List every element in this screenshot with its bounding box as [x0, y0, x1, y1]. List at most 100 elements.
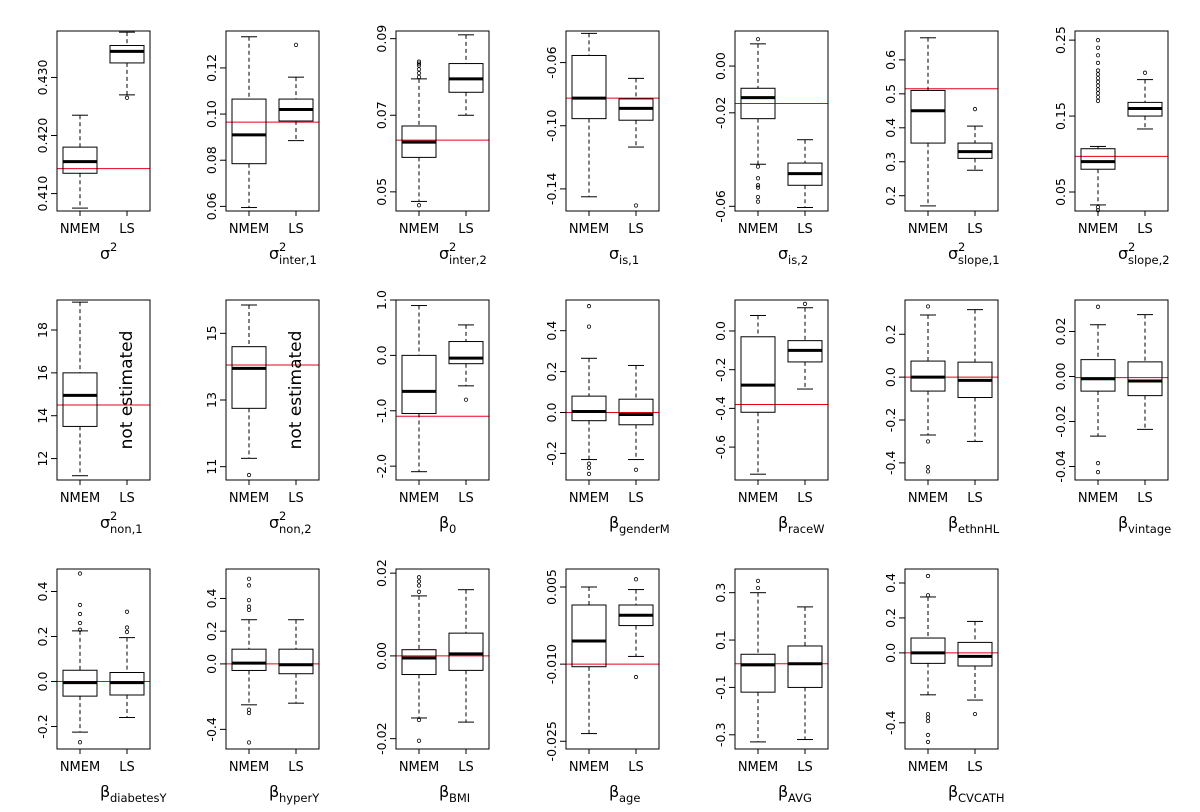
- box-iqr: [571, 604, 607, 668]
- panel-title: βvintage: [1118, 513, 1171, 536]
- box-nmem: [1080, 38, 1116, 213]
- x-tick-label: NMEM: [1078, 491, 1118, 506]
- outlier-point: [586, 304, 592, 309]
- outlier-point: [586, 461, 592, 466]
- x-tick-label: NMEM: [399, 760, 439, 775]
- outlier-point: [925, 739, 931, 745]
- panel-title: βCVCATH: [948, 782, 1005, 805]
- x-tick-label: NMEM: [738, 222, 778, 237]
- panel-title: σ2 non,2: [269, 509, 312, 536]
- x-tick-label: NMEM: [60, 222, 100, 237]
- x-tick-label: LS: [288, 760, 304, 775]
- panel-title: σ2 inter,1: [269, 240, 317, 267]
- outlier-point: [1095, 98, 1101, 103]
- y-tick-label: -0.02: [374, 722, 389, 754]
- outlier-point: [1095, 38, 1101, 43]
- panel-3: 0.05 0.07 0.09 NMEM LS σ2 inter,2: [374, 25, 490, 267]
- outlier-point: [246, 604, 252, 609]
- y-tick-label: 0.2: [544, 362, 559, 382]
- plot-frame: [565, 299, 660, 481]
- y-tick-label: -0.02: [1053, 405, 1068, 437]
- box-iqr: [910, 637, 946, 664]
- y-tick-label: -0.4: [204, 717, 219, 741]
- outlier-point: [246, 710, 252, 716]
- outlier-point: [1095, 79, 1101, 84]
- box-iqr: [618, 398, 654, 426]
- outlier-point: [77, 602, 83, 608]
- box-nmem: [231, 36, 267, 209]
- plot-frame: [904, 30, 999, 212]
- y-tick-label: 0.4: [544, 321, 559, 341]
- outlier-point: [925, 469, 931, 474]
- y-tick-label: -0.10: [544, 110, 559, 142]
- panel-title: βAVG: [778, 782, 812, 805]
- y-tick-label: 0.005: [544, 569, 559, 605]
- outlier-point: [124, 95, 130, 100]
- y-tick-label: 0.15: [1053, 102, 1068, 130]
- box-ls: [787, 606, 823, 741]
- outlier-point: [755, 585, 761, 591]
- y-tick-label: 13: [204, 392, 219, 408]
- outlier-point: [586, 324, 592, 329]
- box-iqr: [571, 395, 607, 422]
- outlier-point: [755, 578, 761, 583]
- panel-20: -0.4 0.0 0.2 0.4 NMEM LS βCVCATH: [883, 568, 1005, 805]
- panel-2: 0.06 0.08 0.10 0.12 NMEM LS σ2 inter,1: [204, 30, 320, 267]
- x-tick-label: LS: [119, 222, 135, 237]
- outlier-point: [416, 717, 422, 723]
- outlier-point: [1095, 205, 1101, 210]
- y-tick-label: 0.1: [713, 630, 728, 650]
- outlier-point: [972, 107, 978, 112]
- box-iqr: [740, 336, 776, 413]
- outlier-point: [755, 194, 761, 200]
- panel-title: σ2 slope,2: [1118, 240, 1170, 267]
- y-tick-label: 0.4: [204, 588, 219, 608]
- outlier-point: [1095, 75, 1101, 81]
- y-tick-label: 0.4: [35, 582, 50, 602]
- box-iqr: [1080, 359, 1116, 392]
- box-nmem: [571, 586, 607, 735]
- x-tick-label: LS: [1137, 222, 1153, 237]
- y-tick-label: -0.4: [883, 451, 898, 475]
- y-tick-label: -2.0: [374, 454, 389, 478]
- x-tick-label: LS: [797, 222, 813, 237]
- plot-frame: [395, 30, 490, 212]
- x-tick-label: LS: [967, 222, 983, 237]
- panel-5: -0.06 -0.02 0.00 NMEM LS σis,2: [713, 30, 829, 267]
- y-tick-label: -0.02: [713, 97, 728, 129]
- box-iqr: [278, 648, 314, 675]
- outlier-point: [77, 571, 83, 576]
- panel-7: 0.05 0.15 0.25 NMEM LS σ2 slope,2: [1053, 26, 1170, 267]
- box-iqr: [62, 372, 98, 427]
- x-tick-label: LS: [119, 491, 135, 506]
- y-tick-label: 0.4: [883, 118, 898, 138]
- y-tick-label: 0.0: [883, 643, 898, 663]
- outlier-point: [124, 629, 130, 635]
- box-ls: [1127, 314, 1163, 430]
- box-ls: [109, 31, 145, 100]
- y-tick-label: 18: [35, 322, 50, 338]
- y-tick-label: 0.0: [374, 345, 389, 365]
- outlier-point: [463, 397, 469, 402]
- y-tick-label: -0.1: [713, 675, 728, 699]
- y-tick-label: 0.0: [35, 672, 50, 692]
- box-iqr: [448, 341, 484, 365]
- plot-frame: [56, 30, 151, 212]
- plot-frame: [56, 299, 151, 481]
- outlier-point: [416, 59, 422, 64]
- x-tick-label: LS: [288, 491, 304, 506]
- x-tick-label: NMEM: [738, 491, 778, 506]
- y-tick-label: -0.2: [544, 441, 559, 465]
- panel-title: σ2 inter,2: [439, 240, 487, 267]
- plot-frame: [734, 568, 829, 750]
- box-iqr: [740, 87, 776, 120]
- panel-4: -0.14 -0.10 -0.06 NMEM LS σis,1: [544, 30, 660, 267]
- y-tick-label: 0.00: [374, 642, 389, 670]
- box-nmem: [571, 32, 607, 198]
- outlier-point: [1095, 83, 1101, 88]
- panel-title: βBMI: [439, 782, 470, 805]
- y-tick-label: 11: [204, 459, 219, 475]
- x-tick-label: NMEM: [60, 760, 100, 775]
- panel-title: βraceW: [778, 513, 825, 536]
- panel-15: -0.2 0.0 0.2 0.4 NMEM LS βdiabetesY: [35, 568, 167, 805]
